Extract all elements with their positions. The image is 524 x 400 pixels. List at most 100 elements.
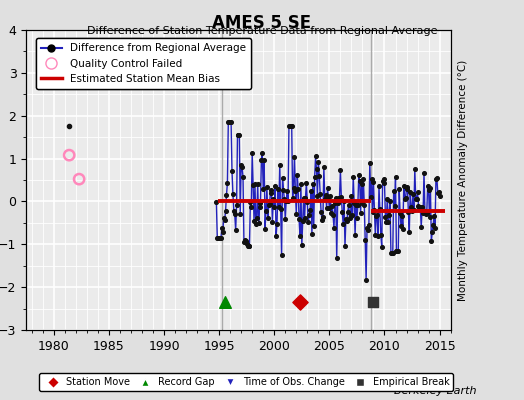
Point xyxy=(431,224,439,231)
Point xyxy=(424,187,433,193)
Point xyxy=(407,204,416,210)
Point xyxy=(351,232,359,238)
Point xyxy=(383,195,391,202)
Point xyxy=(389,187,398,194)
Point xyxy=(369,179,378,186)
Point xyxy=(400,196,409,202)
Point xyxy=(375,183,383,190)
Point xyxy=(336,167,345,173)
Point xyxy=(226,119,234,125)
Point xyxy=(344,209,352,215)
Point xyxy=(357,181,366,187)
Point xyxy=(265,202,273,208)
Point xyxy=(401,195,410,202)
Point xyxy=(310,222,318,229)
Point xyxy=(333,255,341,262)
Point xyxy=(276,162,284,168)
Point xyxy=(245,243,254,250)
Point xyxy=(222,192,231,198)
Legend: Difference from Regional Average, Quality Control Failed, Estimated Station Mean: Difference from Regional Average, Qualit… xyxy=(36,38,251,89)
Legend: Station Move, Record Gap, Time of Obs. Change, Empirical Break: Station Move, Record Gap, Time of Obs. C… xyxy=(39,373,453,391)
Point xyxy=(255,220,263,226)
Point xyxy=(420,170,428,176)
Point xyxy=(355,178,364,184)
Point xyxy=(251,181,259,187)
Point xyxy=(262,208,270,214)
Point xyxy=(291,188,300,194)
Point xyxy=(321,196,329,202)
Point xyxy=(364,226,372,233)
Point xyxy=(227,119,235,125)
Point xyxy=(244,243,252,250)
Point xyxy=(289,185,298,191)
Point xyxy=(389,250,397,256)
Point xyxy=(322,192,330,198)
Point xyxy=(228,190,237,197)
Point xyxy=(246,199,255,206)
Point xyxy=(421,208,429,214)
Point xyxy=(387,250,395,256)
Point xyxy=(382,219,390,225)
Point xyxy=(253,215,261,221)
Point xyxy=(277,252,286,258)
Point xyxy=(390,203,399,209)
Point xyxy=(314,159,323,165)
Point xyxy=(243,241,251,247)
Point xyxy=(270,204,278,210)
Point xyxy=(313,193,322,200)
Point xyxy=(413,189,422,196)
Point xyxy=(346,213,355,219)
Point xyxy=(415,204,423,210)
Point xyxy=(297,181,305,187)
Point xyxy=(277,206,285,212)
Point xyxy=(339,221,347,227)
Point xyxy=(378,244,386,250)
Text: AMES 5 SE: AMES 5 SE xyxy=(212,14,312,32)
Point xyxy=(368,209,377,215)
Point xyxy=(231,211,239,217)
Point xyxy=(388,250,396,256)
Point xyxy=(272,233,280,239)
Point xyxy=(358,200,367,206)
Point xyxy=(316,191,324,197)
Point xyxy=(362,277,370,284)
Point xyxy=(221,299,229,305)
Point xyxy=(306,207,314,214)
Point xyxy=(290,153,299,160)
Point xyxy=(298,242,306,248)
Point xyxy=(381,214,390,220)
Point xyxy=(266,186,275,193)
Point xyxy=(329,212,337,218)
Point xyxy=(244,243,253,250)
Point xyxy=(408,208,416,214)
Point xyxy=(75,176,83,182)
Point xyxy=(223,180,232,186)
Point xyxy=(352,202,360,208)
Point xyxy=(296,299,304,305)
Point xyxy=(228,168,236,174)
Point xyxy=(248,150,256,156)
Point xyxy=(238,164,246,171)
Point xyxy=(296,232,304,239)
Point xyxy=(323,185,332,191)
Point xyxy=(328,203,336,210)
Point xyxy=(335,195,344,201)
Point xyxy=(397,223,405,230)
Point xyxy=(256,200,265,206)
Point xyxy=(266,200,274,207)
Point xyxy=(406,188,414,195)
Point xyxy=(305,212,313,218)
Point xyxy=(333,200,342,207)
Point xyxy=(404,209,412,215)
Point xyxy=(295,216,303,222)
Point xyxy=(427,238,435,244)
Point xyxy=(315,172,323,179)
Point xyxy=(409,191,417,197)
Point xyxy=(301,194,310,201)
Point xyxy=(311,153,320,160)
Point xyxy=(356,210,365,216)
Point xyxy=(224,119,233,125)
Point xyxy=(302,180,311,186)
Point xyxy=(278,175,287,182)
Point xyxy=(235,132,244,138)
